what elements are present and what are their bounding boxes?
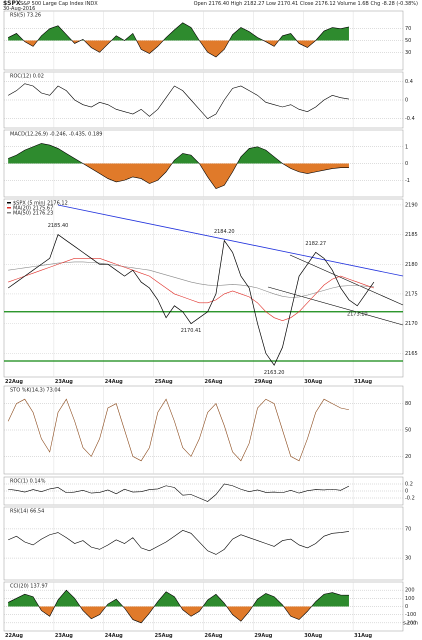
x-tick-label: 25Aug: [155, 633, 173, 639]
panel-title: ROC(1) 0.14%: [10, 479, 46, 485]
y-tick-label: 30: [405, 50, 411, 56]
symbol: $SPX: [3, 0, 21, 7]
x-tick-label: 23Aug: [55, 633, 73, 639]
indicator-line: [7, 398, 350, 462]
price-line: [7, 234, 375, 366]
y-tick-label: 2165: [405, 351, 418, 357]
y-tick-label: 20: [405, 454, 411, 460]
x-tick-label: 26Aug: [205, 633, 223, 639]
y-tick-label: 2185: [405, 232, 418, 238]
fill-above: [8, 143, 349, 164]
y-tick-label: 2180: [405, 262, 418, 268]
x-tick-label: 23Aug: [55, 379, 73, 385]
price-annotation: 2182.27: [305, 241, 326, 247]
price-line: [8, 258, 375, 321]
x-tick-label: 24Aug: [105, 633, 123, 639]
y-tick-label: 0: [405, 98, 408, 104]
panel-title: CCI(20) 137.97: [10, 584, 48, 590]
fill-above: [8, 22, 349, 41]
y-tick-label: 50: [405, 428, 411, 434]
price-annotation: 2184.20: [214, 229, 235, 235]
indicator-line: [8, 483, 350, 502]
price-line: [8, 261, 374, 298]
y-tick-label: 2190: [405, 202, 418, 208]
y-tick-label: 50: [405, 38, 411, 44]
x-tick-label: 30Aug: [304, 633, 322, 639]
y-tick-label: 2170: [405, 321, 418, 327]
trend-line: [57, 204, 404, 277]
y-tick-label: -1: [405, 178, 410, 184]
legend-label: MA(50) 2176.23: [13, 211, 53, 217]
legend-swatch: [7, 202, 11, 204]
y-tick-label: 0.4: [405, 79, 413, 85]
price-annotation: 2163.20: [264, 370, 285, 376]
x-tick-label: 30Aug: [304, 379, 322, 385]
x-tick-label: 25Aug: [155, 379, 173, 385]
x-tick-label: 22Aug: [5, 633, 23, 639]
x-tick-label: 24Aug: [105, 379, 123, 385]
symbol-name: S&P 500 Large Cap Index INDX: [20, 1, 98, 7]
channel-line: [289, 254, 404, 306]
price-annotation: 2173.10: [347, 312, 368, 318]
y-tick-label: 1: [405, 144, 408, 150]
indicator-line: [8, 83, 350, 120]
panel-title: MACD(12,26,9) -0.246, -0.435, 0.189: [10, 132, 102, 138]
y-tick-label: 0.2: [405, 482, 413, 488]
panel-title: RSI(14) 66.54: [10, 509, 44, 515]
fill-below: [8, 40, 349, 58]
indicator-line: [8, 530, 350, 555]
x-tick-label: 29Aug: [254, 633, 272, 639]
x-tick-label: 31Aug: [354, 633, 372, 639]
y-tick-label: -100: [405, 612, 416, 618]
indicator-line: [8, 22, 350, 58]
price-annotation: 2170.41: [181, 328, 202, 334]
y-tick-label: 0: [405, 604, 408, 610]
x-tick-label: 22Aug: [5, 379, 23, 385]
fill-above: [8, 590, 349, 607]
x-tick-label: 29Aug: [254, 379, 272, 385]
quote: Open 2176.40 High 2182.27 Low 2170.41 Cl…: [194, 1, 418, 7]
y-tick-label: 80: [405, 401, 411, 407]
panel-title: STO %K(14,3) 73.04: [10, 388, 61, 394]
y-tick-label: 30: [405, 556, 411, 562]
fill-below: [8, 606, 349, 623]
x-tick-label: 31Aug: [354, 379, 372, 385]
legend-swatch: [7, 207, 11, 209]
y-tick-label: 100: [405, 596, 415, 602]
y-tick-label: -200: [405, 620, 416, 626]
indicator-line: [8, 589, 349, 624]
panel-title: RSI(5) 73.26: [10, 13, 41, 19]
date: 30-Aug-2016: [3, 6, 35, 12]
indicator-line: [8, 143, 349, 189]
legend-label: $SPX (5 min) 2176.12: [13, 201, 68, 207]
y-tick-label: 70: [405, 26, 411, 32]
price-annotation: 2185.40: [48, 223, 69, 229]
y-tick-label: 0: [405, 161, 408, 167]
channel-line: [267, 286, 404, 326]
y-tick-label: -0.2: [405, 496, 415, 502]
y-tick-label: 70: [405, 526, 411, 532]
y-tick-label: 200: [405, 588, 415, 594]
legend-swatch: [7, 212, 11, 214]
x-tick-label: 26Aug: [205, 379, 223, 385]
y-tick-label: 0: [405, 489, 408, 495]
panel-title: ROC(12) 0.02: [10, 74, 44, 80]
y-tick-label: 2175: [405, 291, 418, 297]
y-tick-label: -0.4: [405, 116, 415, 122]
legend-label: MA(20) 2175.67: [13, 206, 53, 212]
